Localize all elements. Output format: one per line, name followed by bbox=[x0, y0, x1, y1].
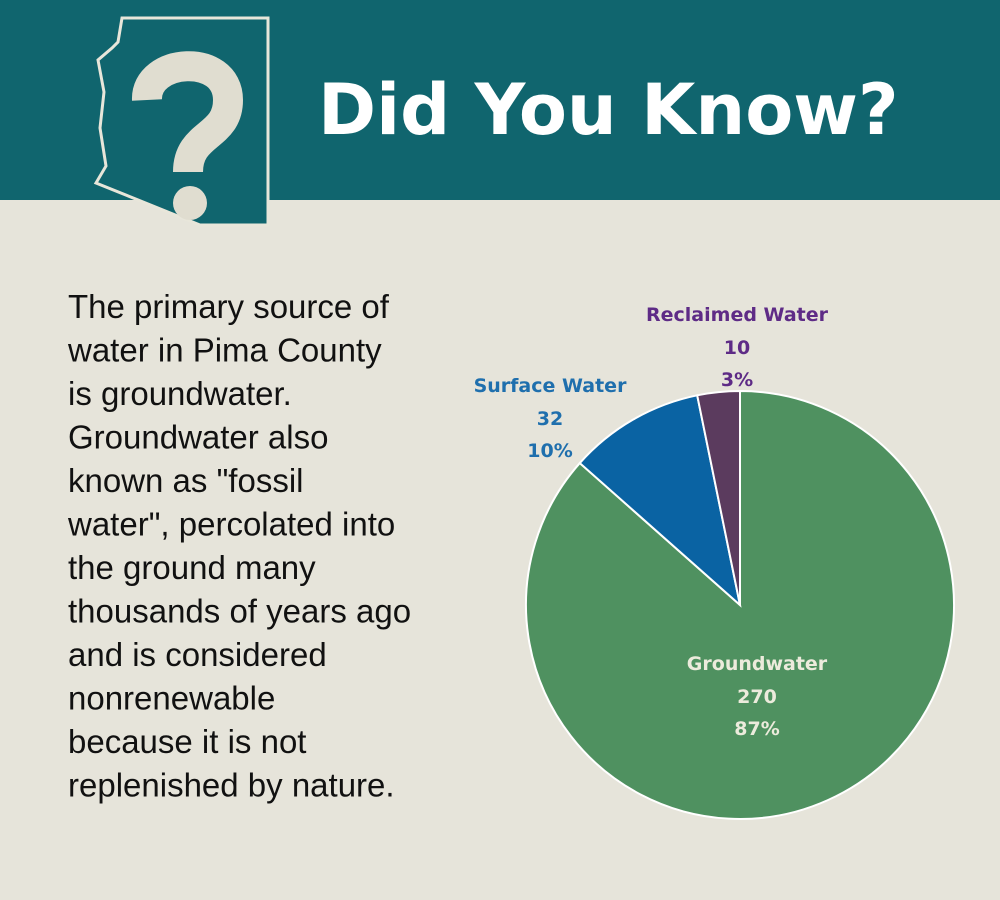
body-line: nonrenewable bbox=[68, 680, 275, 717]
body-line: water in Pima County bbox=[67, 332, 382, 369]
body-line: the ground many bbox=[68, 549, 316, 586]
body-line: water", percolated into bbox=[67, 506, 395, 543]
slice-value: 10 bbox=[724, 337, 750, 359]
slice-percent: 3% bbox=[721, 369, 753, 391]
body-line: and is considered bbox=[68, 636, 327, 673]
slice-value: 270 bbox=[737, 686, 777, 708]
body-line: known as "fossil bbox=[68, 462, 303, 499]
body-line: Groundwater also bbox=[68, 419, 328, 456]
slice-value: 32 bbox=[537, 408, 563, 430]
slice-name: Reclaimed Water bbox=[646, 304, 829, 326]
title: Did You Know? bbox=[318, 69, 899, 151]
question-dot bbox=[173, 186, 207, 220]
body-line: replenished by nature. bbox=[68, 767, 395, 804]
slice-percent: 87% bbox=[734, 718, 779, 740]
question-mark bbox=[132, 51, 244, 174]
pie-slice bbox=[578, 394, 742, 608]
pie-slice bbox=[696, 389, 741, 606]
body-line: thousands of years ago bbox=[68, 593, 411, 630]
body-line: is groundwater. bbox=[68, 375, 292, 412]
pie-chart: Groundwater 270 87% Surface Water 32 10% Recla… bbox=[474, 304, 955, 820]
body-line: The primary source of bbox=[68, 288, 390, 325]
slice-name: Surface Water bbox=[474, 375, 628, 397]
pie-slice bbox=[525, 389, 955, 820]
body-line: because it is not bbox=[68, 723, 306, 760]
slice-percent: 10% bbox=[527, 440, 572, 462]
slice-name: Groundwater bbox=[687, 653, 828, 675]
